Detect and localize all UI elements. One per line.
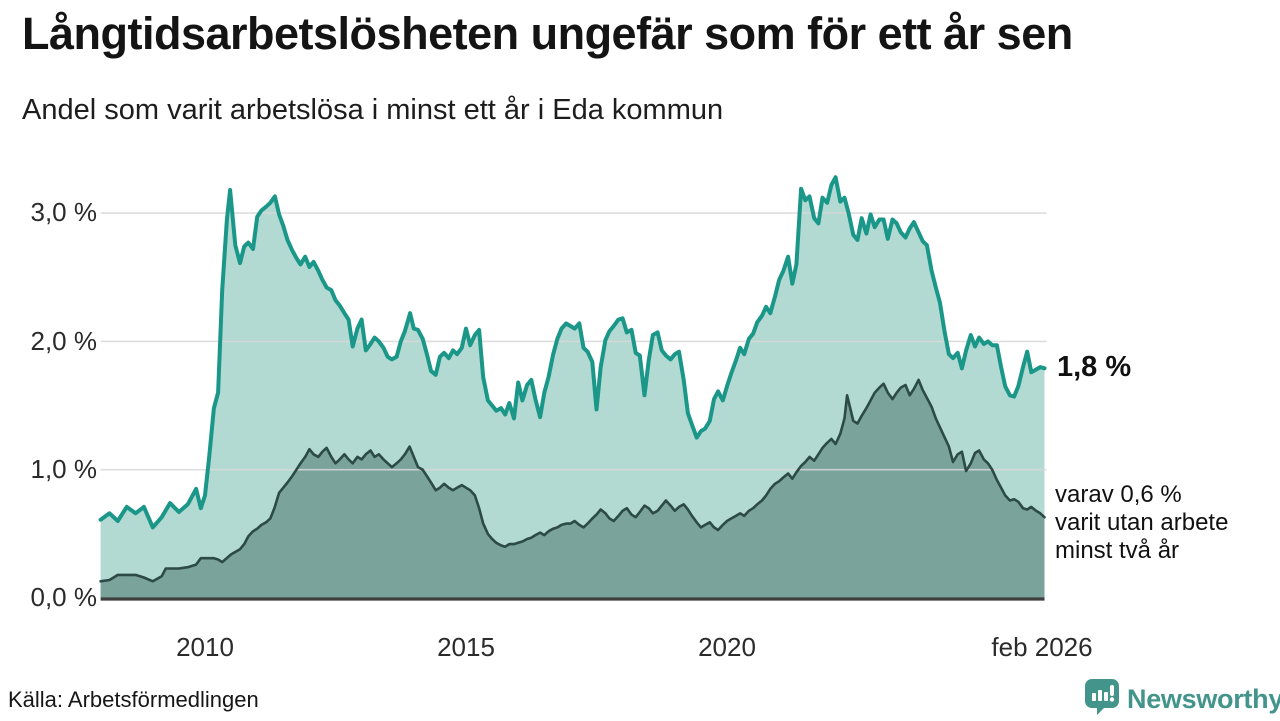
source-credit: Källa: Arbetsförmedlingen [8, 687, 259, 712]
latest-value-label: 1,8 % [1057, 351, 1132, 383]
two-year-annotation-line2: varit utan arbete [1055, 509, 1229, 536]
newsworthy-logo: Newsworthy [1084, 678, 1280, 721]
y-axis-tick-3: 3,0 % [30, 197, 98, 227]
x-axis-tick-2015: 2015 [437, 632, 495, 662]
two-year-annotation: varav 0,6 % varit utan arbete minst två … [1055, 481, 1228, 565]
chart-subtitle: Andel som varit arbetslösa i minst ett å… [22, 94, 724, 126]
newsworthy-logo-icon [1084, 678, 1120, 721]
page-title: Långtidsarbetslösheten ungefär som för e… [22, 8, 1073, 59]
newsworthy-logo-text: Newsworthy [1127, 683, 1280, 714]
two-year-annotation-line3: minst två år [1055, 537, 1180, 564]
y-axis-tick-1: 1,0 % [30, 454, 98, 484]
y-axis-tick-0: 0,0 % [30, 582, 98, 612]
two-year-annotation-line1: varav 0,6 % [1055, 481, 1182, 508]
x-axis-tick-2020: 2020 [698, 632, 756, 662]
x-axis-tick-feb-2026: feb 2026 [991, 632, 1093, 662]
y-axis-tick-2: 2,0 % [30, 326, 98, 356]
x-axis-tick-2010: 2010 [176, 632, 234, 662]
